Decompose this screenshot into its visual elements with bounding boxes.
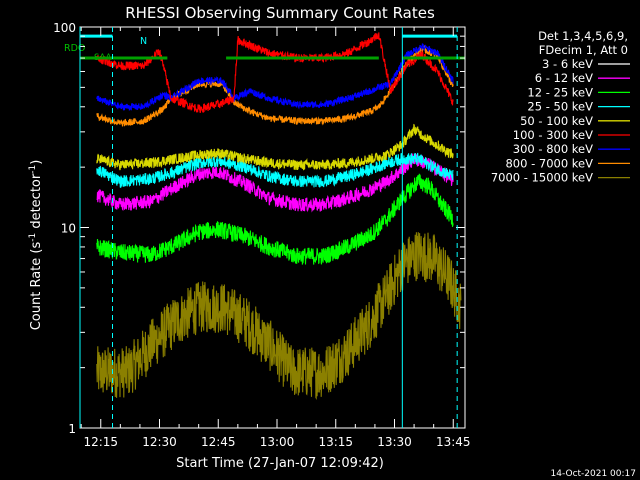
legend-entry-label-3: 25 - 50 keV: [527, 100, 593, 114]
x-tick-label: 12:15: [83, 435, 118, 449]
chart-layers: 1 10 100 12:15 12:30 12:45 13:00 13:15 13:30 13:4…: [53, 21, 630, 449]
x-tick-label: 13:15: [318, 435, 353, 449]
chart-title: RHESSI Observing Summary Count Rates: [125, 4, 435, 22]
y-tick-label: 10: [61, 222, 76, 236]
y-tick-label: 100: [53, 21, 76, 35]
legend-entry-label-8: 7000 - 15000 keV: [491, 171, 593, 185]
x-tick-label: 13:45: [436, 435, 471, 449]
series-line-5: [96, 32, 454, 114]
series-line-2: [96, 173, 454, 265]
series-line-8: [96, 232, 462, 401]
series-line-3: [96, 152, 454, 189]
y-axis-label: Count Rate (s-1 detector-1): [28, 160, 44, 331]
series-line-1: [96, 153, 454, 213]
x-tick-label: 12:30: [142, 435, 177, 449]
legend-entry-label-5: 100 - 300 keV: [513, 128, 593, 142]
x-axis-label: Start Time (27-Jan-07 12:09:42): [176, 456, 384, 471]
flag-label-n: N: [140, 36, 147, 47]
legend-entry-label-2: 12 - 25 keV: [527, 85, 593, 99]
legend-header-line2: FDecim 1, Att 0: [539, 43, 628, 57]
legend-entry-label-4: 50 - 100 keV: [520, 114, 593, 128]
legend-entry-label-0: 3 - 6 keV: [542, 57, 593, 71]
flag-label-rdo: RDO: [64, 43, 85, 54]
y-tick-label: 1: [68, 422, 76, 436]
x-tick-label: 13:00: [260, 435, 295, 449]
timestamp: 14-Oct-2021 00:17: [551, 469, 636, 479]
series-line-6: [96, 43, 454, 112]
series-line-4: [96, 123, 454, 171]
legend-entry-label-7: 800 - 7000 keV: [505, 156, 593, 170]
legend-entry-label-1: 6 - 12 keV: [535, 71, 593, 85]
legend-entry-label-6: 300 - 800 keV: [513, 142, 593, 156]
legend-header-line1: Det 1,3,4,5,6,9,: [538, 29, 628, 43]
x-tick-label: 13:30: [377, 435, 412, 449]
series-line-0: [96, 184, 454, 332]
x-tick-label: 12:45: [201, 435, 236, 449]
